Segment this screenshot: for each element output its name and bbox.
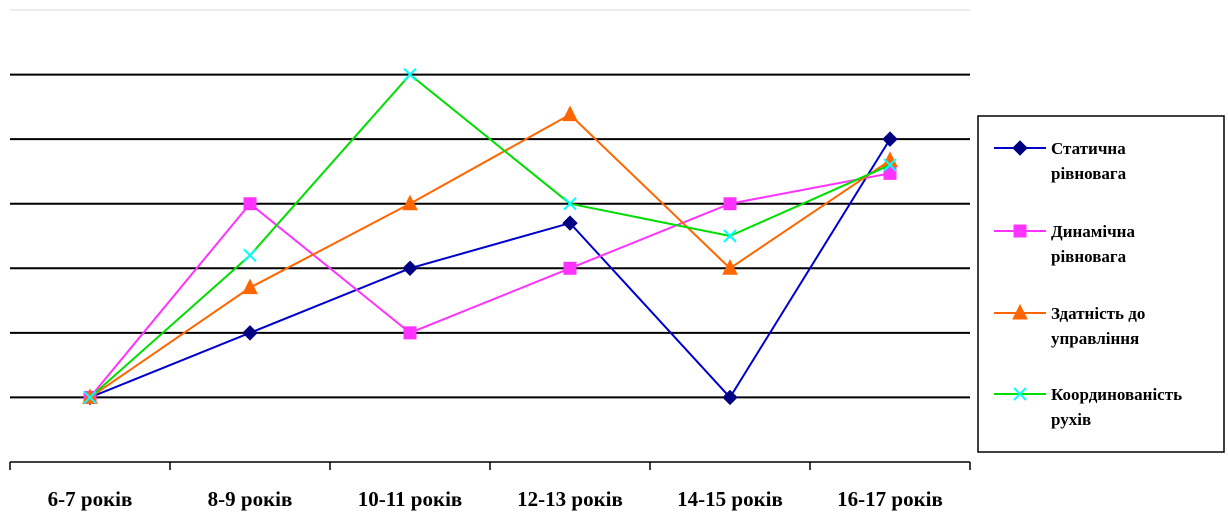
- data-point-x-stroke: [1013, 387, 1027, 401]
- data-point-x: [403, 67, 417, 82]
- data-point-triangle: [722, 259, 738, 275]
- data-point-x-stroke: [243, 248, 257, 263]
- data-point-x-stroke: [883, 158, 897, 172]
- data-point-triangle: [242, 278, 258, 295]
- series-line: [89, 172, 891, 399]
- series-group: [82, 67, 898, 406]
- series-line: [89, 138, 891, 400]
- series-3: [82, 105, 898, 404]
- legend-label: рівновага: [1051, 164, 1127, 183]
- data-point-triangle: [1012, 303, 1028, 320]
- data-point-square: [243, 197, 257, 211]
- data-point-x: [243, 248, 257, 263]
- data-point-x-stroke: [403, 67, 417, 82]
- data-point-square: [723, 197, 737, 211]
- data-point-x: [1013, 387, 1027, 401]
- legend-item: Координованість рухів: [994, 385, 1182, 429]
- legend-label: рухів: [1051, 410, 1091, 429]
- data-point-triangle: [402, 194, 418, 211]
- data-point-x-stroke: [563, 197, 577, 211]
- data-point-x: [883, 158, 897, 172]
- data-point-diamond: [402, 260, 418, 276]
- legend-item: Динамічна рівновага: [994, 222, 1135, 266]
- data-point-square: [883, 166, 897, 180]
- legend: Статична рівновага Динамічна рівновага Здатн…: [977, 115, 1225, 453]
- series-4: [83, 67, 897, 405]
- x-tick-label: 12-13 років: [517, 487, 623, 511]
- data-point-square: [403, 326, 417, 340]
- data-point-x-stroke: [723, 229, 737, 243]
- data-point-x: [563, 197, 577, 211]
- data-point-x: [723, 229, 737, 243]
- legend-label: Здатність до: [1051, 304, 1145, 323]
- x-tick-label: 14-15 років: [677, 487, 783, 511]
- data-point-diamond: [1012, 140, 1028, 156]
- data-point-diamond: [882, 131, 898, 147]
- data-point-square: [563, 261, 577, 275]
- data-point-x-stroke: [83, 390, 97, 405]
- legend-item: Здатність до управління: [994, 303, 1145, 348]
- data-point-square: [1013, 224, 1027, 238]
- x-tick-label: 8-9 років: [208, 487, 293, 511]
- data-point-diamond: [562, 215, 578, 231]
- gridlines: [10, 73, 970, 399]
- data-point-diamond: [242, 325, 258, 341]
- data-point-x: [83, 390, 97, 405]
- legend-label: Динамічна: [1051, 222, 1135, 241]
- x-axis: 6-7 років 8-9 років 10-11 років 12-13 років…: [9, 461, 971, 511]
- data-point-diamond: [722, 389, 738, 406]
- series-line: [89, 73, 891, 399]
- legend-item: Статична рівновага: [994, 139, 1127, 183]
- legend-label: управління: [1051, 329, 1139, 348]
- data-point-triangle: [882, 151, 898, 167]
- x-tick-label: 6-7 років: [48, 487, 133, 511]
- legend-label: Статична: [1051, 139, 1126, 158]
- x-tick-label: 10-11 років: [358, 487, 463, 511]
- legend-label: рівновага: [1051, 247, 1127, 266]
- x-tick-label: 16-17 років: [837, 487, 943, 511]
- series-line: [89, 113, 891, 399]
- legend-label: Координованість: [1051, 385, 1182, 404]
- data-point-triangle: [562, 105, 578, 122]
